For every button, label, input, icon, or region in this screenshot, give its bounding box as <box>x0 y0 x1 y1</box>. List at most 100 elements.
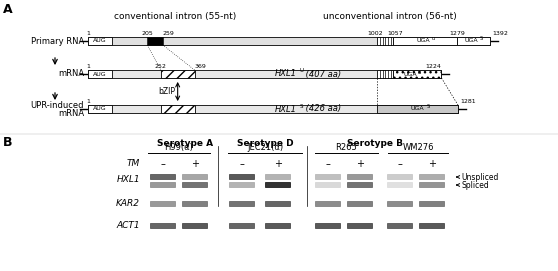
Text: 1281: 1281 <box>460 99 475 104</box>
FancyBboxPatch shape <box>229 223 255 229</box>
Text: KAR2: KAR2 <box>116 199 140 208</box>
Text: AUG: AUG <box>93 38 107 44</box>
Text: AUG: AUG <box>93 107 107 111</box>
Text: HXL1: HXL1 <box>275 105 297 114</box>
Text: 205: 205 <box>141 31 153 36</box>
Text: AUG: AUG <box>93 72 107 76</box>
Text: TM: TM <box>127 160 140 169</box>
Text: R265: R265 <box>335 143 357 152</box>
Text: 1: 1 <box>86 99 90 104</box>
Text: 1: 1 <box>86 64 90 69</box>
Text: ACT1: ACT1 <box>117 221 140 231</box>
FancyBboxPatch shape <box>419 223 445 229</box>
Text: S: S <box>300 104 304 108</box>
Text: Serotype B: Serotype B <box>347 139 403 148</box>
FancyBboxPatch shape <box>347 201 373 207</box>
FancyBboxPatch shape <box>315 223 341 229</box>
Text: Serotype A: Serotype A <box>157 139 213 148</box>
FancyBboxPatch shape <box>387 201 413 207</box>
Text: U: U <box>300 69 304 73</box>
FancyBboxPatch shape <box>315 201 341 207</box>
FancyBboxPatch shape <box>265 223 291 229</box>
Bar <box>147 37 163 45</box>
FancyBboxPatch shape <box>182 174 208 180</box>
Text: 1: 1 <box>86 31 90 36</box>
FancyBboxPatch shape <box>265 201 291 207</box>
FancyBboxPatch shape <box>150 223 176 229</box>
Text: unconventional intron (56-nt): unconventional intron (56-nt) <box>323 12 457 21</box>
FancyBboxPatch shape <box>182 201 208 207</box>
Text: JEC21(α): JEC21(α) <box>247 143 283 152</box>
FancyBboxPatch shape <box>387 182 413 188</box>
Bar <box>161 70 195 78</box>
Text: Serotype D: Serotype D <box>237 139 294 148</box>
Text: Primary RNA: Primary RNA <box>31 37 84 46</box>
Text: Unspliced: Unspliced <box>461 173 498 182</box>
FancyBboxPatch shape <box>150 182 176 188</box>
Bar <box>88 105 112 113</box>
Text: +: + <box>274 159 282 169</box>
FancyBboxPatch shape <box>182 182 208 188</box>
FancyBboxPatch shape <box>150 174 176 180</box>
Text: UPR-induced: UPR-induced <box>31 101 84 109</box>
Text: 252: 252 <box>155 64 167 69</box>
Text: 259: 259 <box>163 31 175 36</box>
Text: conventional intron (55-nt): conventional intron (55-nt) <box>114 12 236 21</box>
Text: Spliced: Spliced <box>461 180 489 189</box>
FancyBboxPatch shape <box>419 182 445 188</box>
FancyBboxPatch shape <box>182 223 208 229</box>
Text: UGA: UGA <box>416 38 430 44</box>
Text: mRNA: mRNA <box>58 108 84 118</box>
Text: +: + <box>428 159 436 169</box>
Text: –: – <box>397 159 402 169</box>
Bar <box>161 105 195 113</box>
Text: 1224: 1224 <box>426 64 441 69</box>
FancyBboxPatch shape <box>229 174 255 180</box>
Bar <box>458 37 490 45</box>
Text: A: A <box>3 3 13 16</box>
FancyBboxPatch shape <box>150 201 176 207</box>
Bar <box>88 105 458 113</box>
Text: 1392: 1392 <box>492 31 508 36</box>
FancyBboxPatch shape <box>315 174 341 180</box>
Text: –: – <box>239 159 244 169</box>
Text: HXL1: HXL1 <box>275 69 297 79</box>
FancyBboxPatch shape <box>265 174 291 180</box>
Text: mRNA: mRNA <box>58 69 84 79</box>
FancyBboxPatch shape <box>387 174 413 180</box>
Bar <box>377 105 458 113</box>
FancyBboxPatch shape <box>229 201 255 207</box>
FancyBboxPatch shape <box>315 182 341 188</box>
FancyBboxPatch shape <box>387 223 413 229</box>
Text: HXL1: HXL1 <box>117 175 140 183</box>
Bar <box>88 70 441 78</box>
Text: B: B <box>3 136 12 149</box>
Text: S: S <box>480 37 483 41</box>
Text: –: – <box>325 159 330 169</box>
Bar <box>88 37 490 45</box>
Text: 1279: 1279 <box>449 31 465 36</box>
Text: 1057: 1057 <box>387 31 403 36</box>
Text: 369: 369 <box>195 64 206 69</box>
FancyBboxPatch shape <box>265 182 291 188</box>
Text: –: – <box>161 159 165 169</box>
FancyBboxPatch shape <box>347 174 373 180</box>
Text: UGA: UGA <box>411 107 425 111</box>
Text: UGA: UGA <box>465 38 479 44</box>
Text: +: + <box>356 159 364 169</box>
Text: u: u <box>417 69 421 75</box>
Bar <box>393 37 458 45</box>
Text: +: + <box>191 159 199 169</box>
Bar <box>393 70 441 78</box>
Text: (426 aa): (426 aa) <box>303 105 341 114</box>
FancyBboxPatch shape <box>419 201 445 207</box>
Text: u: u <box>432 37 435 41</box>
FancyBboxPatch shape <box>419 174 445 180</box>
Bar <box>88 37 112 45</box>
Text: H99(α): H99(α) <box>165 143 194 152</box>
Bar <box>377 70 393 78</box>
Bar <box>88 70 112 78</box>
Text: 1002: 1002 <box>368 31 383 36</box>
Text: UGA: UGA <box>403 72 417 76</box>
FancyBboxPatch shape <box>347 223 373 229</box>
